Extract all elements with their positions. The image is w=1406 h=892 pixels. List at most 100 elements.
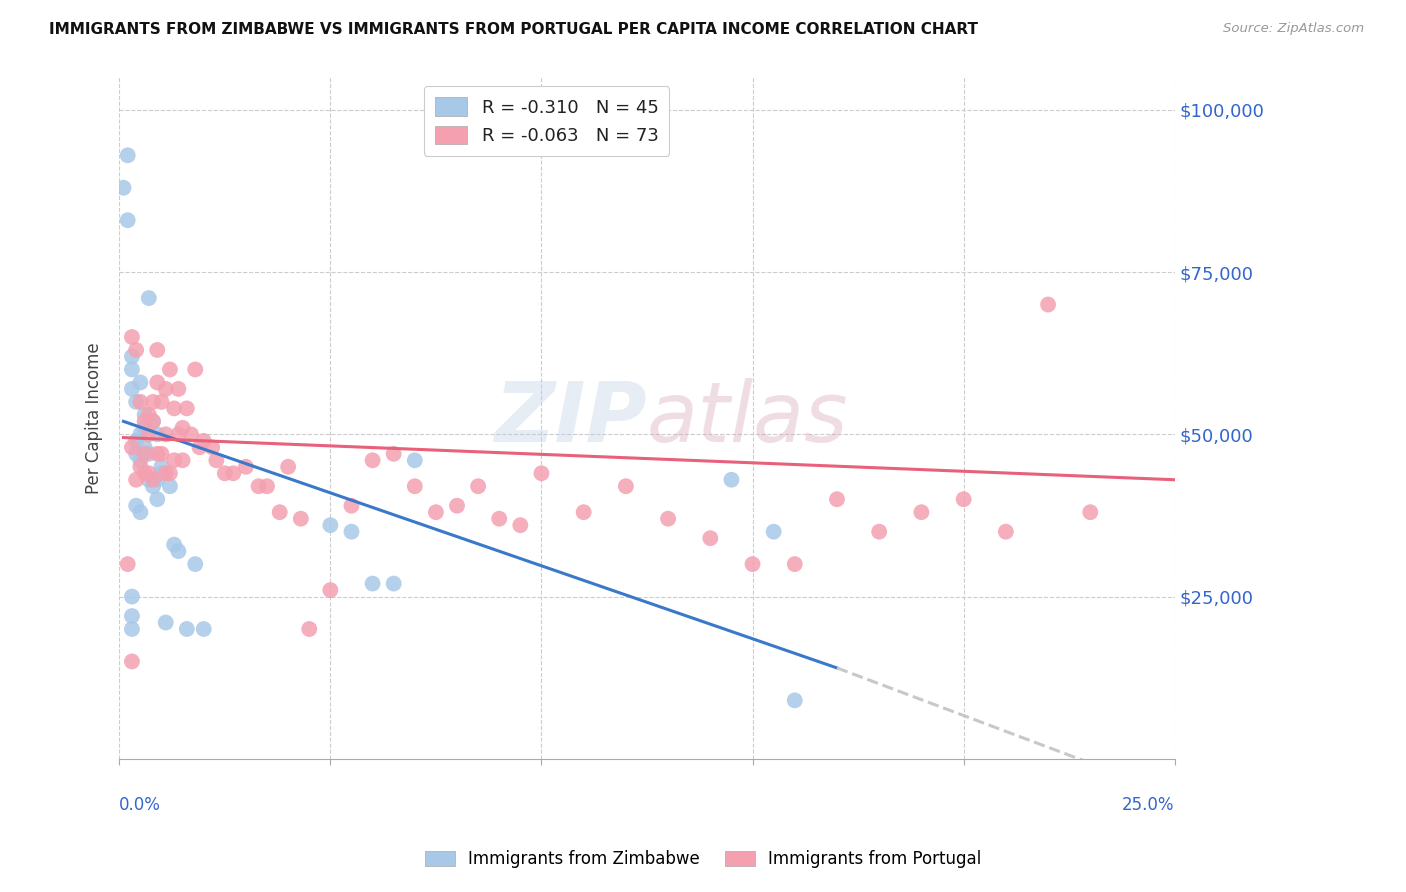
Point bbox=[117, 213, 139, 227]
Point bbox=[868, 524, 890, 539]
Point bbox=[121, 655, 143, 669]
Point bbox=[1036, 297, 1059, 311]
Point bbox=[176, 622, 198, 636]
Point bbox=[121, 330, 143, 344]
Legend: R = -0.310   N = 45, R = -0.063   N = 73: R = -0.310 N = 45, R = -0.063 N = 73 bbox=[423, 87, 669, 156]
Point bbox=[138, 291, 160, 305]
Point bbox=[290, 511, 312, 525]
Point bbox=[163, 453, 186, 467]
Point bbox=[129, 376, 152, 390]
Point bbox=[150, 447, 173, 461]
Point bbox=[163, 538, 186, 552]
Point bbox=[201, 440, 224, 454]
Point bbox=[142, 395, 165, 409]
Point bbox=[361, 576, 384, 591]
Point bbox=[138, 447, 160, 461]
Point bbox=[112, 180, 135, 194]
Point bbox=[129, 505, 152, 519]
Point bbox=[146, 492, 169, 507]
Point bbox=[446, 499, 468, 513]
Point bbox=[125, 447, 148, 461]
Point bbox=[172, 453, 194, 467]
Point bbox=[188, 440, 211, 454]
Point bbox=[762, 524, 785, 539]
Point bbox=[146, 376, 169, 390]
Point bbox=[382, 447, 405, 461]
Point bbox=[142, 473, 165, 487]
Point bbox=[184, 557, 207, 571]
Point bbox=[1078, 505, 1101, 519]
Point bbox=[222, 467, 245, 481]
Point bbox=[142, 414, 165, 428]
Point bbox=[129, 427, 152, 442]
Point bbox=[488, 511, 510, 525]
Point bbox=[214, 467, 236, 481]
Point bbox=[167, 427, 190, 442]
Point bbox=[720, 473, 742, 487]
Point bbox=[425, 505, 447, 519]
Point bbox=[134, 421, 156, 435]
Point bbox=[910, 505, 932, 519]
Point bbox=[361, 453, 384, 467]
Point bbox=[138, 467, 160, 481]
Point bbox=[150, 467, 173, 481]
Point bbox=[125, 499, 148, 513]
Point bbox=[129, 395, 152, 409]
Point bbox=[180, 427, 202, 442]
Point bbox=[121, 350, 143, 364]
Point bbox=[146, 343, 169, 357]
Point bbox=[247, 479, 270, 493]
Point bbox=[509, 518, 531, 533]
Point bbox=[467, 479, 489, 493]
Text: IMMIGRANTS FROM ZIMBABWE VS IMMIGRANTS FROM PORTUGAL PER CAPITA INCOME CORRELATI: IMMIGRANTS FROM ZIMBABWE VS IMMIGRANTS F… bbox=[49, 22, 979, 37]
Point bbox=[155, 615, 177, 630]
Point bbox=[205, 453, 228, 467]
Point bbox=[150, 459, 173, 474]
Point bbox=[134, 408, 156, 422]
Point bbox=[134, 414, 156, 428]
Point bbox=[155, 382, 177, 396]
Point bbox=[741, 557, 763, 571]
Point bbox=[298, 622, 321, 636]
Point bbox=[159, 467, 181, 481]
Point bbox=[125, 434, 148, 448]
Point bbox=[138, 473, 160, 487]
Point bbox=[159, 479, 181, 493]
Point bbox=[319, 583, 342, 598]
Text: 0.0%: 0.0% bbox=[120, 797, 162, 814]
Point bbox=[825, 492, 848, 507]
Point bbox=[163, 401, 186, 416]
Point bbox=[952, 492, 974, 507]
Point bbox=[134, 447, 156, 461]
Point bbox=[404, 479, 426, 493]
Point bbox=[155, 467, 177, 481]
Text: Source: ZipAtlas.com: Source: ZipAtlas.com bbox=[1223, 22, 1364, 36]
Point bbox=[176, 401, 198, 416]
Point bbox=[150, 395, 173, 409]
Point bbox=[657, 511, 679, 525]
Point bbox=[146, 447, 169, 461]
Point bbox=[319, 518, 342, 533]
Point bbox=[159, 362, 181, 376]
Y-axis label: Per Capita Income: Per Capita Income bbox=[86, 343, 103, 494]
Point bbox=[121, 440, 143, 454]
Point bbox=[121, 382, 143, 396]
Point bbox=[783, 693, 806, 707]
Point bbox=[614, 479, 637, 493]
Point bbox=[530, 467, 553, 481]
Legend: Immigrants from Zimbabwe, Immigrants from Portugal: Immigrants from Zimbabwe, Immigrants fro… bbox=[418, 844, 988, 875]
Point bbox=[121, 609, 143, 624]
Point bbox=[155, 427, 177, 442]
Point bbox=[404, 453, 426, 467]
Point bbox=[142, 414, 165, 428]
Point bbox=[172, 421, 194, 435]
Point bbox=[167, 382, 190, 396]
Point bbox=[138, 427, 160, 442]
Point bbox=[277, 459, 299, 474]
Point bbox=[340, 524, 363, 539]
Point bbox=[129, 459, 152, 474]
Point bbox=[699, 531, 721, 545]
Point bbox=[269, 505, 291, 519]
Point bbox=[121, 362, 143, 376]
Point bbox=[572, 505, 595, 519]
